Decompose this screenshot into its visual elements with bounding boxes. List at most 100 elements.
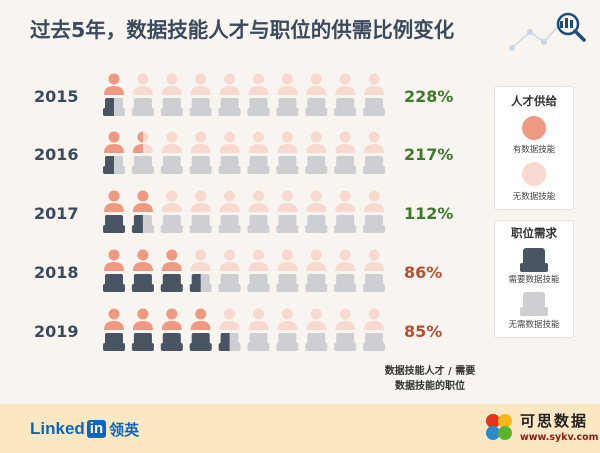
pictograph-chart xyxy=(103,73,386,351)
person-icon xyxy=(364,73,385,95)
seat-icon xyxy=(189,215,212,233)
legend-demand: 职位需求 需要数据技能 无需数据技能 xyxy=(494,220,574,338)
seat-icon xyxy=(131,333,154,351)
legend-demand-without-label: 无需数据技能 xyxy=(508,320,560,330)
person-icon xyxy=(335,249,356,271)
watermark-title: 可思数据 xyxy=(520,412,589,430)
person-icon xyxy=(161,131,182,153)
ratio-note: 数据技能人才 / 需要数据技能的职位 xyxy=(384,366,476,392)
person-icon xyxy=(335,73,356,95)
legend-supply: 人才供给 有数据技能 无数据技能 xyxy=(494,86,574,210)
seat-icon xyxy=(276,98,299,116)
year-label: 2018 xyxy=(34,263,79,282)
person-icon xyxy=(190,73,211,95)
person-icon xyxy=(248,308,269,330)
seat-with-skill-icon xyxy=(520,248,548,272)
seat-icon xyxy=(363,215,386,233)
seat-icon xyxy=(103,98,125,116)
ratio-label: 228% xyxy=(404,87,454,106)
row-2017 xyxy=(103,190,386,233)
seat-icon xyxy=(131,215,154,233)
person-icon xyxy=(219,131,240,153)
ratio-label: 85% xyxy=(404,322,443,341)
seat-icon xyxy=(160,156,183,174)
person-icon xyxy=(132,73,153,95)
person-icon xyxy=(161,308,182,330)
person-icon xyxy=(219,308,240,330)
seat-icon xyxy=(218,333,241,351)
chart-title: 过去5年，数据技能人才与职位的供需比例变化 xyxy=(30,18,455,42)
person-icon xyxy=(104,190,124,212)
seat-icon xyxy=(334,274,357,292)
seat-icon xyxy=(363,333,386,351)
person-icon xyxy=(277,249,298,271)
person-icon xyxy=(132,190,153,212)
legend-supply-with-label: 有数据技能 xyxy=(512,145,556,155)
seat-icon xyxy=(103,333,125,351)
seat-icon xyxy=(247,333,270,351)
seat-icon xyxy=(218,156,241,174)
footer-bar: Linked in 领英 xyxy=(0,404,600,453)
person-icon xyxy=(277,73,298,95)
watermark-logo-icon xyxy=(486,414,512,440)
seat-icon xyxy=(276,333,299,351)
person-icon xyxy=(306,308,327,330)
person-icon xyxy=(306,249,327,271)
seat-icon xyxy=(334,333,357,351)
person-icon xyxy=(248,190,269,212)
seat-icon xyxy=(218,98,241,116)
year-label: 2017 xyxy=(34,204,79,223)
seat-icon xyxy=(247,156,270,174)
person-icon xyxy=(335,190,356,212)
ratio-label: 217% xyxy=(404,145,454,164)
ratio-label: 112% xyxy=(404,204,454,223)
person-icon xyxy=(364,131,385,153)
row-2019 xyxy=(103,308,386,351)
year-label: 2016 xyxy=(34,145,79,164)
person-icon xyxy=(132,249,153,271)
person-icon xyxy=(219,190,240,212)
seat-icon xyxy=(363,274,386,292)
seat-icon xyxy=(103,274,125,292)
brand-cn: 领英 xyxy=(109,420,140,439)
seat-icon xyxy=(334,156,357,174)
seat-icon xyxy=(189,274,212,292)
seat-icon xyxy=(305,98,328,116)
person-icon xyxy=(190,308,211,330)
seat-icon xyxy=(247,274,270,292)
seat-icon xyxy=(276,215,299,233)
person-icon xyxy=(306,131,327,153)
watermark-url: www.sykv.com xyxy=(520,432,599,443)
person-icon xyxy=(335,308,356,330)
person-icon xyxy=(104,131,124,153)
person-icon xyxy=(161,73,182,95)
person-icon xyxy=(132,308,153,330)
row-2016 xyxy=(103,131,386,174)
seat-icon xyxy=(131,98,154,116)
seat-icon xyxy=(189,333,212,351)
person-icon xyxy=(277,308,298,330)
person-icon xyxy=(248,73,269,95)
seat-icon xyxy=(305,156,328,174)
person-icon xyxy=(277,190,298,212)
seat-icon xyxy=(160,98,183,116)
person-without-skill-icon xyxy=(522,162,546,186)
person-with-skill-icon xyxy=(522,116,546,140)
seat-icon xyxy=(305,215,328,233)
seat-icon xyxy=(131,274,154,292)
seat-icon xyxy=(189,156,212,174)
person-icon xyxy=(104,308,124,330)
seat-icon xyxy=(247,215,270,233)
seat-icon xyxy=(218,215,241,233)
ratio-label: 86% xyxy=(404,263,443,282)
seat-icon xyxy=(103,215,125,233)
legend-supply-title: 人才供给 xyxy=(511,94,557,108)
seat-icon xyxy=(160,333,183,351)
seat-icon xyxy=(160,215,183,233)
seat-icon xyxy=(247,98,270,116)
person-icon xyxy=(161,249,182,271)
seat-without-skill-icon xyxy=(520,292,548,316)
seat-icon xyxy=(218,274,241,292)
seat-icon xyxy=(103,156,125,174)
